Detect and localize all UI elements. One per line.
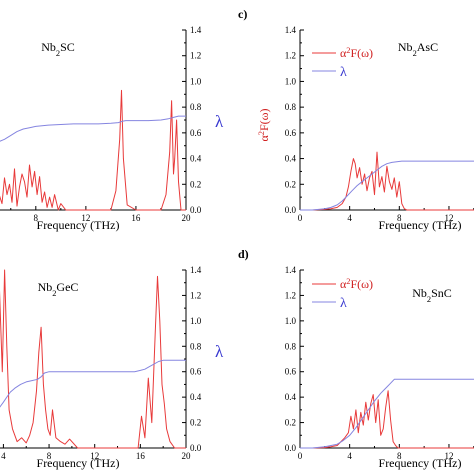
x-axis-label: Frequency (THz) xyxy=(37,218,120,232)
compound-label: Nb2SnC xyxy=(412,286,452,304)
lambda-series-line xyxy=(300,160,474,211)
legend-lambda-label: λ xyxy=(340,65,347,80)
y-tick-label: 1.4 xyxy=(285,265,297,275)
x-tick-label: 20 xyxy=(182,213,192,223)
x-tick-label: 8 xyxy=(34,213,39,223)
y-tick-label: 0.4 xyxy=(190,154,202,164)
right-axis-label: λ xyxy=(215,112,224,131)
y-tick-label: 1.2 xyxy=(190,51,201,61)
y-tick-label: 0.2 xyxy=(190,179,201,189)
a2f-series-line xyxy=(0,269,186,449)
y-tick-label: 0.2 xyxy=(285,418,296,428)
y-tick-label: 0.2 xyxy=(285,179,296,189)
x-tick-label: 12 xyxy=(444,451,453,461)
y-tick-label: 1.2 xyxy=(190,290,201,300)
lambda-series-line xyxy=(0,359,186,408)
x-tick-label: 4 xyxy=(1,451,6,461)
x-tick-label: 4 xyxy=(347,213,352,223)
y-tick-label: 0.8 xyxy=(190,341,202,351)
y-tick-label: 1.4 xyxy=(190,265,202,275)
x-axis-label: Frequency (THz) xyxy=(379,456,462,470)
x-tick-label: 8 xyxy=(397,451,402,461)
y-tick-label: 1.0 xyxy=(190,76,202,86)
a2f-series-line xyxy=(300,151,474,211)
y-tick-label: 1.2 xyxy=(285,51,296,61)
y-tick-label: 1.0 xyxy=(190,316,202,326)
x-tick-label: 12 xyxy=(444,213,453,223)
a2f-series-line xyxy=(0,89,186,211)
panel-letter: c) xyxy=(238,7,247,21)
x-tick-label: 12 xyxy=(90,451,99,461)
right-axis-label: λ xyxy=(215,342,224,361)
y-tick-label: 0.8 xyxy=(285,102,297,112)
y-tick-label: 0.0 xyxy=(190,443,202,453)
legend-a2f-label: α2F(ω) xyxy=(340,277,373,292)
y-tick-label: 0.6 xyxy=(285,367,297,377)
y-tick-label: 1.0 xyxy=(285,76,297,86)
compound-label: Nb2AsC xyxy=(398,40,438,58)
x-tick-label: 12 xyxy=(81,213,90,223)
x-axis-label: Frequency (THz) xyxy=(379,218,462,232)
y-tick-label: 0.4 xyxy=(190,392,202,402)
legend-lambda-label: λ xyxy=(340,296,347,311)
y-tick-label: 1.4 xyxy=(190,25,202,35)
x-axis-label: Frequency (THz) xyxy=(37,456,120,470)
chart-panel-1: 0.0 0.2 0.4 0.6 0.8 1.0 1.2 1.4 8 12 16 20 Frequency… xyxy=(0,25,224,232)
panel-letter: d) xyxy=(238,247,249,261)
x-tick-label: 4 xyxy=(347,451,352,461)
y-tick-label: 0.6 xyxy=(285,128,297,138)
y-tick-label: 0.6 xyxy=(190,367,202,377)
y-tick-label: 1.4 xyxy=(285,25,297,35)
y-axis-label-group: α2F(ω) xyxy=(257,108,272,141)
y-tick-label: 0.8 xyxy=(285,341,297,351)
x-tick-label: 20 xyxy=(182,451,192,461)
lambda-series-line xyxy=(300,378,474,449)
x-tick-label: 8 xyxy=(397,213,402,223)
y-tick-label: 0.8 xyxy=(190,102,202,112)
y-tick-label: 0.0 xyxy=(190,205,202,215)
compound-label: Nb2GeC xyxy=(38,280,79,298)
y-tick-label: 0.0 xyxy=(285,443,297,453)
x-tick-label: 0 xyxy=(298,451,303,461)
x-tick-label: 8 xyxy=(47,451,52,461)
y-tick-label: 0.4 xyxy=(285,392,297,402)
x-tick-label: 16 xyxy=(131,213,141,223)
compound-label: Nb2SC xyxy=(41,40,75,58)
x-tick-label: 16 xyxy=(136,451,146,461)
y-tick-label: 1.0 xyxy=(285,316,297,326)
y-tick-label: 0.0 xyxy=(285,205,297,215)
y-tick-label: 1.2 xyxy=(285,290,296,300)
chart-panel-3: 0.0 0.2 0.4 0.6 0.8 1.0 1.2 1.4 4 8 12 16 20 Frequenc… xyxy=(0,265,224,470)
x-tick-label: 0 xyxy=(298,213,303,223)
y-axis-label: α2F(ω) xyxy=(257,108,272,141)
y-tick-label: 0.2 xyxy=(190,418,201,428)
y-tick-label: 0.6 xyxy=(190,128,202,138)
y-tick-label: 0.4 xyxy=(285,154,297,164)
lambda-series-line xyxy=(0,115,186,142)
a2f-series-line xyxy=(300,390,474,449)
legend-a2f-label: α2F(ω) xyxy=(340,46,373,61)
